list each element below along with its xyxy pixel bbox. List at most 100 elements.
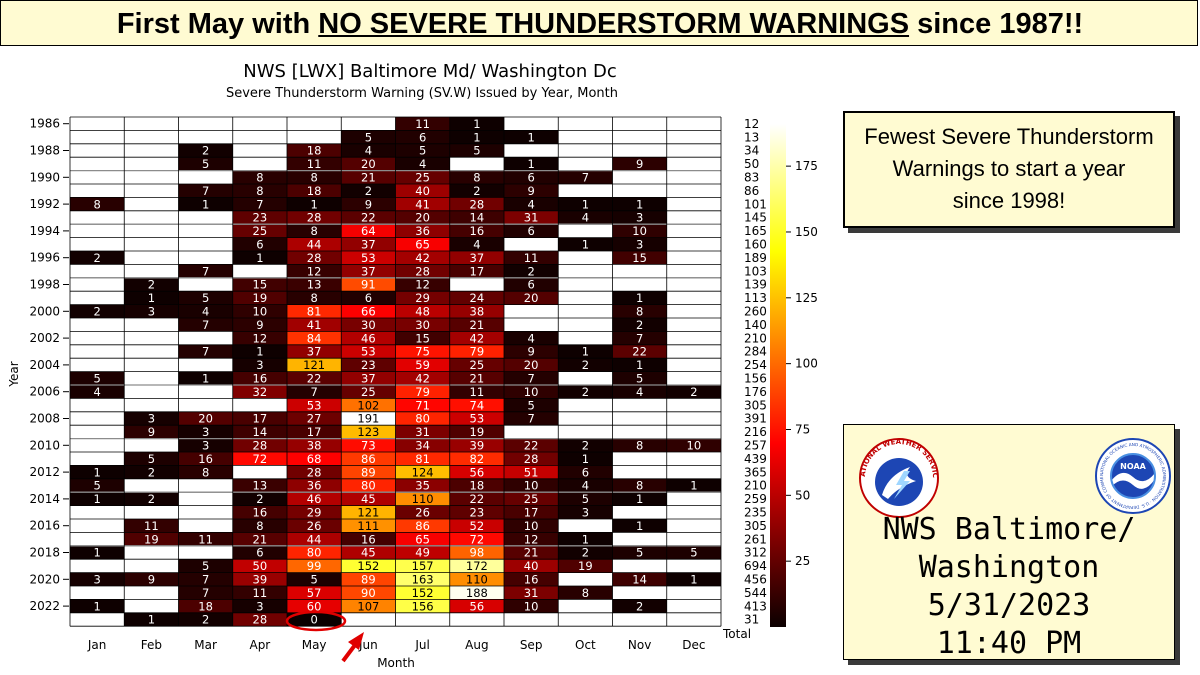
heatmap-cell	[178, 197, 233, 211]
heatmap-cell	[449, 143, 504, 158]
cell-value-label: 2	[527, 264, 534, 278]
cell-value-label: 16	[470, 224, 485, 238]
cell-value-label: 11	[144, 519, 159, 533]
heatmap-cell	[395, 264, 450, 278]
heatmap-cell	[341, 277, 396, 292]
cell-value-label: 25	[253, 224, 268, 238]
cell-value-label: 16	[198, 452, 213, 466]
heatmap-cell	[341, 251, 396, 265]
heatmap-cell	[124, 291, 179, 305]
heatmap-cell	[178, 465, 233, 479]
cell-value-label: 5	[690, 546, 697, 560]
heatmap-cell	[341, 130, 396, 144]
colorbar	[770, 124, 786, 627]
heatmap-cell	[612, 371, 667, 385]
cell-value-label: 5	[202, 157, 209, 171]
office-name-line: NWS Baltimore/	[882, 512, 1136, 547]
heatmap-cell	[504, 224, 559, 238]
cell-value-label: 163	[412, 573, 434, 587]
yearly-total-label: 165	[744, 224, 767, 238]
heatmap-cell	[395, 505, 450, 519]
callout-line: Warnings to start a year	[892, 156, 1126, 181]
cell-value-label: 9	[636, 157, 643, 171]
cell-value-label: 10	[253, 305, 268, 319]
cell-value-label: 19	[144, 532, 159, 546]
heatmap-cell	[232, 599, 287, 613]
yearly-total-label: 140	[744, 318, 767, 332]
heatmap-cell	[558, 344, 613, 359]
cell-value-label: 17	[524, 506, 539, 520]
heatmap-cell	[395, 438, 450, 452]
cell-value-label: 9	[527, 345, 534, 359]
heatmap-cell	[395, 586, 450, 600]
heatmap-cell	[287, 559, 342, 573]
cell-value-label: 4	[527, 331, 534, 345]
month-tick-label: Apr	[249, 638, 270, 652]
heatmap-cell	[287, 318, 342, 332]
cell-value-label: 8	[473, 171, 480, 185]
heatmap-cell	[395, 157, 450, 171]
yearly-total-label: 13	[744, 130, 759, 144]
cell-value-label: 1	[636, 519, 643, 533]
heatmap-cell	[395, 519, 450, 533]
cell-value-label: 2	[636, 599, 643, 613]
cell-value-label: 9	[148, 425, 155, 439]
heatmap-cell	[178, 532, 233, 546]
cell-value-label: 8	[93, 197, 100, 211]
heatmap-cell	[232, 545, 287, 560]
heatmap-cell	[612, 599, 667, 613]
cell-value-label: 2	[365, 184, 372, 198]
cell-value-label: 13	[307, 278, 322, 292]
year-tick-label: 2020	[29, 572, 60, 586]
cell-value-label: 3	[636, 211, 643, 225]
cell-value-label: 10	[524, 599, 539, 613]
chart-subtitle: Severe Thunderstorm Warning (SV.W) Issue…	[226, 86, 618, 101]
heatmap-cell	[178, 184, 233, 198]
issue-date: 5/31/2023	[927, 588, 1091, 623]
cell-value-label: 4	[527, 197, 534, 211]
heatmap-cell	[449, 398, 504, 412]
month-tick-label: May	[302, 638, 327, 652]
heatmap-cell	[341, 572, 396, 586]
cell-value-label: 6	[365, 291, 372, 305]
heatmap-cell	[612, 224, 667, 238]
heatmap-cell	[504, 157, 559, 171]
yearly-total-label: 216	[744, 425, 767, 439]
year-tick-label: 2010	[29, 438, 60, 452]
year-tick-label: 1994	[29, 224, 60, 238]
cell-value-label: 18	[307, 144, 322, 158]
cell-value-label: 11	[253, 586, 268, 600]
cell-value-label: 37	[361, 264, 376, 278]
heatmap-cell	[612, 519, 667, 533]
heatmap-cell	[287, 385, 342, 399]
cell-value-label: 38	[470, 305, 485, 319]
heatmap-cell	[70, 197, 125, 211]
heatmap-cell	[341, 210, 396, 225]
cell-value-label: 45	[361, 546, 376, 560]
yearly-total-label: 254	[744, 358, 767, 372]
heatmap-cell	[504, 586, 559, 600]
heatmap-cell	[666, 438, 721, 452]
heatmap-cell	[341, 318, 396, 332]
heatmap-cell	[287, 251, 342, 265]
cell-value-label: 28	[307, 465, 322, 479]
issue-time: 11:40 PM	[936, 626, 1082, 661]
cell-value-label: 12	[307, 264, 322, 278]
heatmap-cell	[504, 532, 559, 546]
cell-value-label: 6	[527, 278, 534, 292]
colorbar-tick-label: 175	[795, 159, 818, 173]
heatmap-cell	[504, 130, 559, 144]
heatmap-cell	[395, 170, 450, 184]
heatmap-cell	[449, 425, 504, 439]
month-axis-ticks: Jan Feb Mar Apr May Jun Jul Aug Sep Oct Nov Dec	[87, 638, 706, 652]
heatmap-cell	[232, 184, 287, 198]
heatmap-cell	[124, 277, 179, 292]
yearly-totals-column: 1213345083861011451651601891031391132601…	[744, 117, 767, 627]
cell-value-label: 46	[361, 331, 376, 345]
cell-value-label: 41	[307, 318, 322, 332]
heatmap-cell	[70, 251, 125, 265]
cell-value-label: 80	[415, 412, 430, 426]
office-info-box: NATIONAL WEATHER SERVICE NATIONAL OCEANI…	[843, 424, 1175, 661]
cell-value-label: 1	[582, 345, 589, 359]
cell-value-label: 1	[582, 238, 589, 252]
